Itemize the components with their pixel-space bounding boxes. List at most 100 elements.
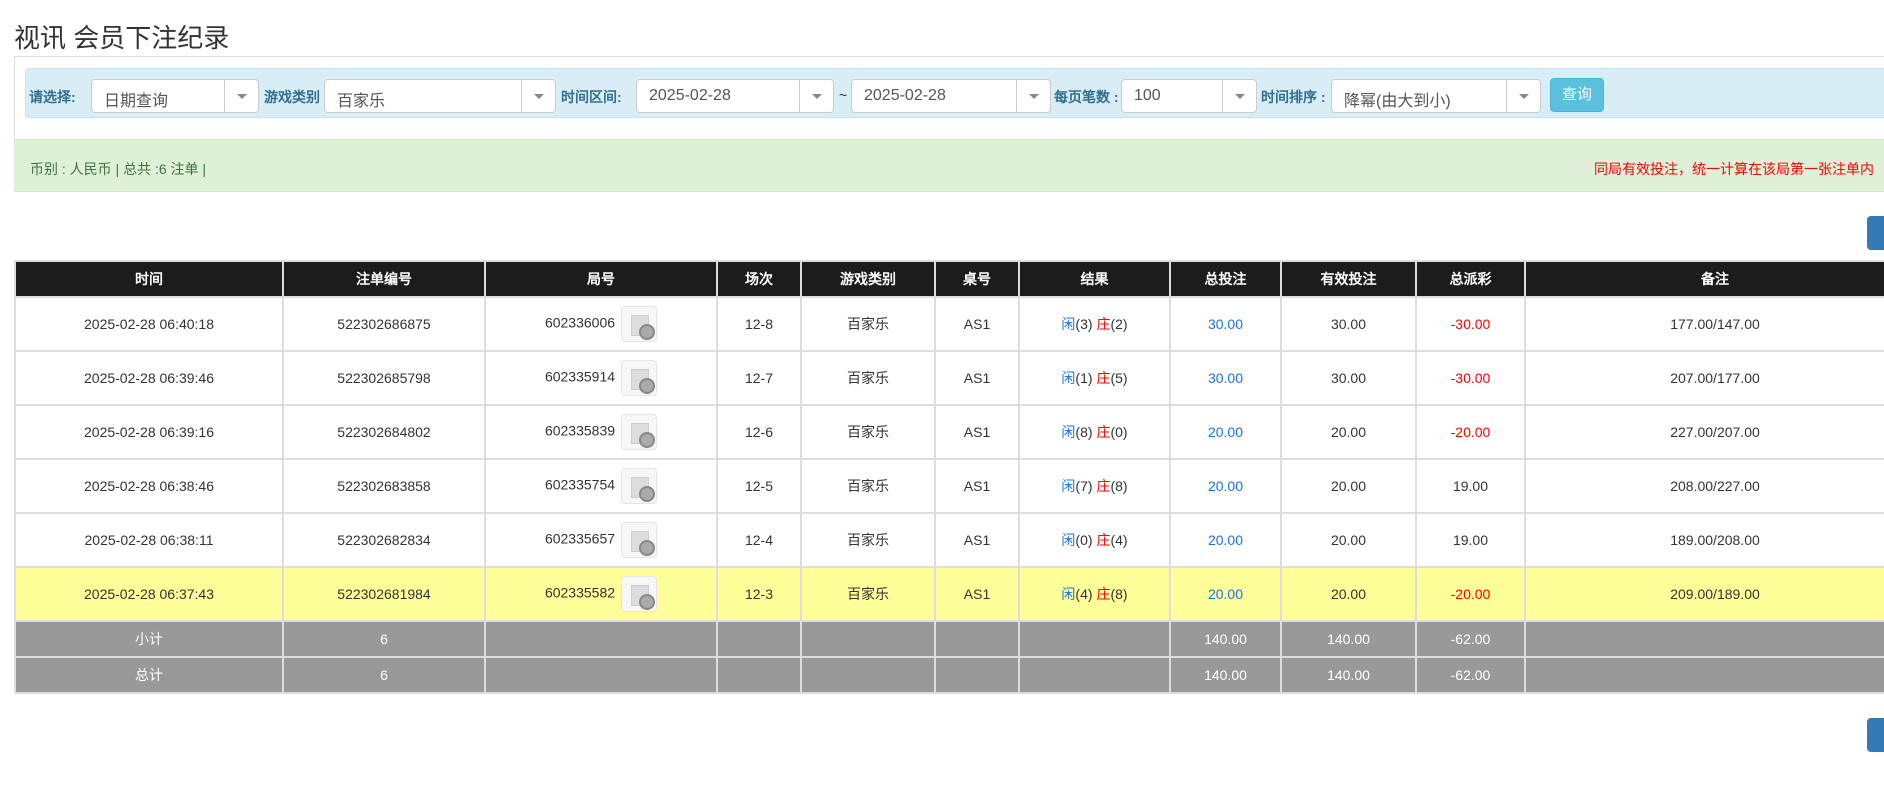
banker-points: (8) <box>1110 478 1128 494</box>
game-type: 百家乐 <box>800 350 936 406</box>
round-id: 602335657 <box>544 530 616 547</box>
column-header: 场次 <box>716 260 802 298</box>
result: 闲(1) 庄(5) <box>1018 350 1171 406</box>
page-title: 视讯 会员下注纪录 <box>14 23 230 53</box>
table-id: AS1 <box>934 512 1020 568</box>
select-label: 请选择: <box>29 89 76 105</box>
round-cell: 602335582 <box>484 566 718 622</box>
subtotal-total: 140.00 <box>1169 620 1282 658</box>
result: 闲(8) 庄(0) <box>1018 404 1171 460</box>
subtotal-count: 6 <box>282 620 486 658</box>
game-type: 百家乐 <box>800 404 936 460</box>
column-header: 备注 <box>1524 260 1884 298</box>
video-replay-icon[interactable] <box>621 414 658 450</box>
range-label: 时间区间: <box>561 89 622 105</box>
query-button[interactable]: 查询 <box>1550 78 1604 112</box>
player-label: 闲 <box>1061 370 1076 386</box>
bet-time: 2025-02-28 06:38:46 <box>14 458 284 514</box>
per-page-label: 每页笔数 : <box>1054 89 1119 105</box>
total-bet: 30.00 <box>1169 350 1282 406</box>
banker-label: 庄 <box>1096 424 1111 440</box>
query-type-select[interactable]: 日期查询 <box>91 79 259 113</box>
video-replay-icon[interactable] <box>621 522 658 558</box>
player-points: (0) <box>1075 532 1093 548</box>
round-id: 602335754 <box>544 476 616 493</box>
sort-value: 降幂(由大到小) <box>1344 93 1451 110</box>
table-id: AS1 <box>934 566 1020 622</box>
sort-select[interactable]: 降幂(由大到小) <box>1331 79 1541 113</box>
bet-id: 522302682834 <box>282 512 486 568</box>
banker-points: (4) <box>1110 532 1128 548</box>
grandtotal-valid: 140.00 <box>1280 656 1417 694</box>
date-to-value: 2025-02-28 <box>864 87 946 104</box>
table-id: AS1 <box>934 404 1020 460</box>
valid-bet: 30.00 <box>1280 350 1417 406</box>
per-page-value: 100 <box>1134 87 1161 104</box>
payout: -20.00 <box>1415 566 1526 622</box>
summary-info: 币别 : 人民币 | 总共 :6 注单 | <box>30 161 207 177</box>
subtotal-row: 小计 6 140.00 140.00 -62.00 <box>14 620 1884 658</box>
bottom-action-button[interactable] <box>1867 718 1884 752</box>
banker-points: (8) <box>1110 586 1128 602</box>
chevron-down-icon <box>799 80 833 112</box>
video-replay-icon[interactable] <box>621 576 658 612</box>
note: 177.00/147.00 <box>1524 296 1884 352</box>
total-bet: 20.00 <box>1169 566 1282 622</box>
chevron-down-icon <box>1222 80 1256 112</box>
player-points: (7) <box>1075 478 1093 494</box>
chevron-down-icon <box>224 80 258 112</box>
bet-records-table: 时间 注单编号 局号 场次 游戏类别 桌号 结果 总投注 有效投注 总派彩 备注 2025-02-2… <box>14 260 1884 694</box>
date-from-value: 2025-02-28 <box>649 87 731 104</box>
video-replay-icon[interactable] <box>621 468 658 504</box>
per-page-select[interactable]: 100 <box>1121 79 1257 113</box>
game-type: 百家乐 <box>800 296 936 352</box>
payout: -20.00 <box>1415 404 1526 460</box>
chevron-down-icon <box>1016 80 1050 112</box>
bet-time: 2025-02-28 06:39:16 <box>14 404 284 460</box>
player-label: 闲 <box>1061 316 1076 332</box>
grandtotal-label: 总计 <box>14 656 284 694</box>
player-label: 闲 <box>1061 478 1076 494</box>
date-to-select[interactable]: 2025-02-28 <box>851 79 1051 113</box>
player-label: 闲 <box>1061 424 1076 440</box>
player-points: (8) <box>1075 424 1093 440</box>
video-replay-icon[interactable] <box>621 306 658 342</box>
table-row: 2025-02-28 06:37:43 522302681984 6023355… <box>14 566 1884 622</box>
bet-id: 522302685798 <box>282 350 486 406</box>
result: 闲(3) 庄(2) <box>1018 296 1171 352</box>
payout: 19.00 <box>1415 458 1526 514</box>
column-header: 注单编号 <box>282 260 486 298</box>
banker-label: 庄 <box>1096 532 1111 548</box>
payout: -30.00 <box>1415 296 1526 352</box>
session: 12-6 <box>716 404 802 460</box>
total-bet: 20.00 <box>1169 458 1282 514</box>
banker-points: (2) <box>1110 316 1128 332</box>
column-header: 结果 <box>1018 260 1171 298</box>
valid-bet: 20.00 <box>1280 458 1417 514</box>
bet-id: 522302681984 <box>282 566 486 622</box>
note: 209.00/189.00 <box>1524 566 1884 622</box>
game-type-value: 百家乐 <box>337 93 386 110</box>
summary-bar: 币别 : 人民币 | 总共 :6 注单 | 同局有效投注，统一计算在该局第一张注… <box>14 139 1884 192</box>
bet-id: 522302686875 <box>282 296 486 352</box>
sort-label: 时间排序 : <box>1261 89 1326 105</box>
banker-label: 庄 <box>1096 478 1111 494</box>
payout: -30.00 <box>1415 350 1526 406</box>
bet-time: 2025-02-28 06:37:43 <box>14 566 284 622</box>
video-replay-icon[interactable] <box>621 360 658 396</box>
column-header: 游戏类别 <box>800 260 936 298</box>
payout: 19.00 <box>1415 512 1526 568</box>
column-header: 总派彩 <box>1415 260 1526 298</box>
game-type-select[interactable]: 百家乐 <box>324 79 556 113</box>
table-row: 2025-02-28 06:38:11 522302682834 6023356… <box>14 512 1884 568</box>
table-row: 2025-02-28 06:40:18 522302686875 6023360… <box>14 296 1884 352</box>
banker-label: 庄 <box>1096 370 1111 386</box>
note: 208.00/227.00 <box>1524 458 1884 514</box>
game-type: 百家乐 <box>800 512 936 568</box>
top-action-button[interactable] <box>1867 216 1884 250</box>
player-label: 闲 <box>1061 532 1076 548</box>
table-id: AS1 <box>934 350 1020 406</box>
date-from-select[interactable]: 2025-02-28 <box>636 79 834 113</box>
game-type: 百家乐 <box>800 458 936 514</box>
bet-time: 2025-02-28 06:39:46 <box>14 350 284 406</box>
